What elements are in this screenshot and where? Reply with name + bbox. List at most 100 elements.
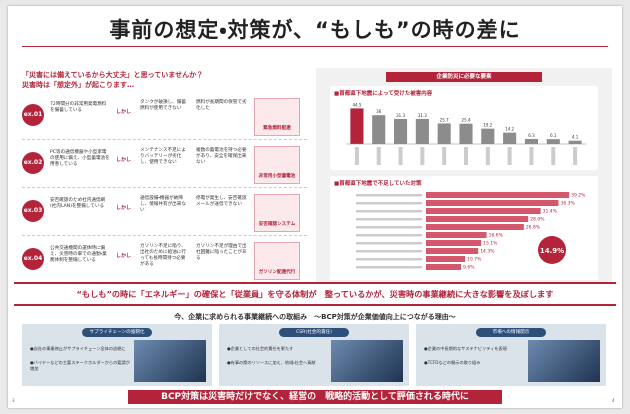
value-label: 19.2 [483,123,492,128]
example-row: ex.04 公共交通機関の運休時に備え、災害時の車での通勤・業務体制を整備している… [22,238,307,284]
example-number: ex.03 [22,200,44,222]
card-title: 市場への情報開示 [476,328,546,337]
spread: 事前の想定・対策が、“もしも”の時の差に 「災害には備えているから大丈夫」と思っ… [8,6,622,408]
callout: 14.9% [540,247,564,255]
card: 市場への情報開示 ●企業の中長期的なサステナビリティを表現 ●TCFDなどの開示の取… [416,324,606,386]
example-row: ex.01 72時間分の非常用発電燃料を備蓄している しかし タンクが破損し、備蓄燃料… [22,94,307,140]
value-label: 26.8% [526,225,541,231]
solution: 非常用小型蓄電池 [254,146,300,184]
chart-title: ■首都直下地震によって受けた被害内容 [334,89,433,97]
card: CSR(社会的責任) ●企業としての社会的責任を果たす ●有事の際のリソースに加え、… [219,324,409,386]
rule [22,46,608,47]
category-label [485,147,490,165]
value-label: 14.3% [480,249,495,255]
but-label: しかし [116,253,132,259]
example-number: ex.02 [22,152,44,174]
category-label [376,147,381,165]
category-label [398,147,403,165]
card-point: ●企業としての社会的責任を果たす [227,346,294,351]
photo [134,340,206,382]
bar [426,200,559,206]
chart-panel: 企業防災に必要な要素 ■首都直下地震によって受けた被害内容 44.5 36 31.3 3… [316,68,612,286]
category-label [551,147,556,165]
panel-title: 企業防災に必要な要素 [386,72,542,82]
category-label [356,226,422,229]
bar [426,256,466,262]
bar [372,115,386,144]
divider [22,187,307,188]
bar [426,224,524,230]
example-number: ex.01 [22,104,44,126]
category-label [442,147,447,165]
category-label [356,234,422,237]
failure-case: ガソリン不足が理由で出社困難に陥ったことがある [196,244,247,261]
card-title: CSR(社会的責任) [279,328,349,337]
example-row: ex.02 PC等の通信機器や小型家電の使用に備え、小型蓄電池を用意している しかし… [22,142,307,188]
value-label: 44.5 [352,102,361,107]
value-label: 25.7 [440,117,449,122]
value-label: 4.1 [572,135,579,140]
bar [437,123,451,144]
category-label [573,147,578,165]
divider [22,235,307,236]
failure-case: 複数の蓄電池を持つ必要があり、安全を確保出来ない [196,148,247,165]
category-label [356,218,422,221]
card-point: ●企業の中長期的なサステナビリティを表現 [424,346,507,351]
bar [546,139,560,144]
category-label [356,266,422,269]
value-label: 14.2 [505,127,514,132]
failure-case: メンテナンス不足によりバッテリーが劣化し、使用できない [140,148,186,165]
photo [331,340,403,382]
but-label: しかし [116,157,132,163]
charts: ■首都直下地震によって受けた被害内容 44.5 36 31.3 31.3 25.7 25.4… [330,86,598,280]
chart-title: ■首都直下地震で不足していた対策 [334,179,422,187]
value-label: 39.2% [571,193,586,199]
bar [426,216,529,222]
value-label: 16.6% [489,233,504,239]
value-label: 31.3 [396,113,405,118]
failure-case: タンクが破損し、備蓄燃料が使用できない [140,100,186,111]
category-label [356,202,422,205]
failure-case: 停電が発生し、安否確認メールが送信できない [196,196,247,207]
value-label: 10.7% [467,257,482,263]
value-label: 6.1 [550,133,557,138]
bar [415,118,429,144]
category-label [356,258,422,261]
bar [426,240,482,246]
page-number: 3 [12,398,15,403]
section-title: 今、企業に求められる事業継続への取組み ～BCP対策が企業価値向上につながる理由… [174,313,456,321]
example-number: ex.04 [22,248,44,270]
bar [426,192,570,198]
value-label: 15.1% [483,241,498,247]
category-label [354,147,359,165]
failure-case: ガソリン不足に陥り、出社のために給油に行っても長時間待つ必要がある [140,244,186,267]
card-point: ●有事の際のリソースに加え、地域・社会へ貢献 [227,360,316,365]
value-label: 36 [376,109,382,114]
failure-case: 通信設備・機器が故障し、情報共有が出来ない [140,196,186,213]
card-point: ●バイヤーなどの主要ステークホルダーからの要請が増加 [30,360,130,371]
value-label: 36.3% [560,201,575,207]
bar [459,123,473,144]
value-label: 9.6% [463,265,475,271]
bar [568,140,582,144]
divider [22,139,307,140]
bar [426,232,487,238]
banner: “もしも”の時に「エネルギー」の確保と「従業員」を守る体制が 整っているかが、災… [14,282,616,306]
bar [426,248,479,254]
lead: 災害時は「想定外」が起こります… [22,81,134,89]
value-label: 28.0% [530,217,545,223]
card-point: ●自社の事業停止がサプライチェーン全体の途絶に [30,346,126,351]
prepared: 公共交通機関の運休時に備え、災害時の車での通勤・業務体制を整備している [50,246,107,263]
bar [524,138,538,144]
card-title: サプライチェーンの強靭化 [82,328,152,337]
bar [394,118,408,144]
lead: 「災害には備えているから大丈夫」と思っていませんか？ [22,71,204,79]
category-label [356,250,422,253]
solution: ガソリン配達代行 [254,242,300,280]
failure-case: 燃料が長期間の保管で劣化した [196,100,247,111]
category-label [464,147,468,165]
category-label [529,147,534,165]
value-label: 31.3 [418,113,427,118]
but-label: しかし [116,205,132,211]
